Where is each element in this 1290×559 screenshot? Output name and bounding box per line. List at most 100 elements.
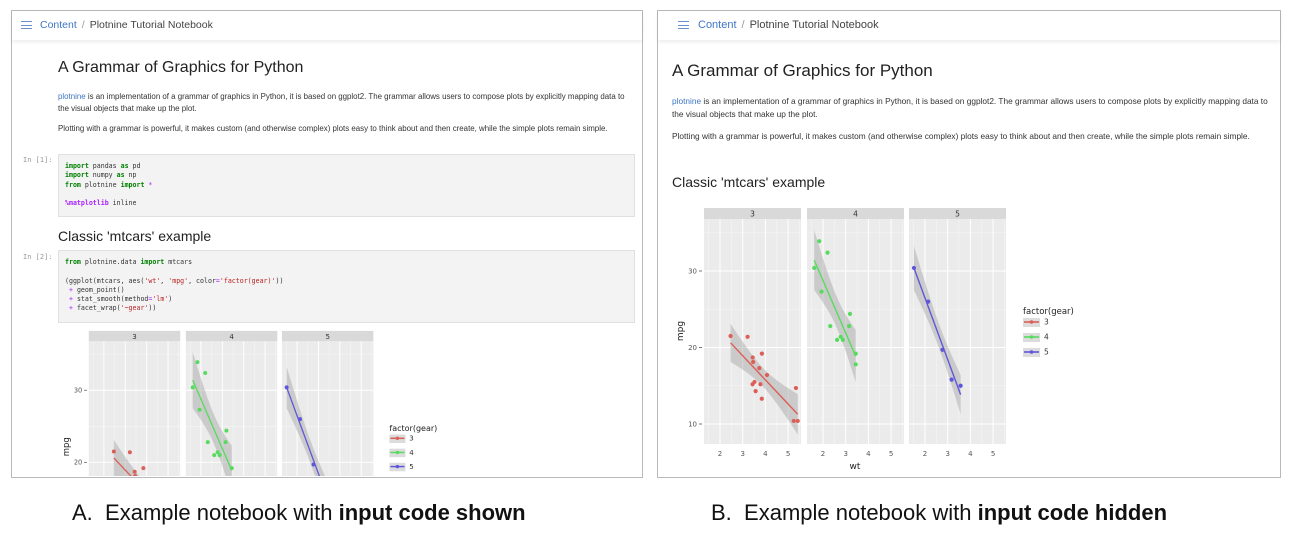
data-point bbox=[911, 265, 917, 271]
regression-line bbox=[286, 387, 320, 476]
legend-key-point bbox=[395, 450, 400, 455]
code-token: facet_wrap( bbox=[72, 304, 121, 313]
data-point bbox=[958, 383, 963, 388]
x-tick-label: 2 bbox=[821, 450, 825, 458]
code-line: (ggplot(mtcars, aes('wt', 'mpg', color='… bbox=[65, 277, 628, 286]
data-point bbox=[298, 417, 303, 422]
code-token: inline bbox=[108, 199, 137, 208]
cell-prompt: In [2]: bbox=[23, 253, 53, 261]
code-token: plotnine.data bbox=[80, 258, 141, 266]
code-token: numpy bbox=[88, 171, 117, 180]
page-title: A Grammar of Graphics for Python bbox=[672, 61, 933, 80]
data-point bbox=[759, 396, 764, 401]
code-token: (ggplot(mtcars, aes( bbox=[65, 276, 145, 285]
y-tick-label: 30 bbox=[74, 387, 82, 395]
facet-strip-label: 4 bbox=[229, 332, 234, 341]
intro-paragraph: plotnine is an implementation of a gramm… bbox=[58, 91, 634, 115]
facet-panel bbox=[88, 341, 181, 476]
breadcrumb-content-link[interactable]: Content bbox=[40, 19, 77, 31]
facet-strip bbox=[88, 330, 181, 342]
data-point bbox=[840, 337, 845, 342]
regression-line bbox=[113, 457, 132, 476]
code-cell-1[interactable]: import pandas as pd import numpy as np fro… bbox=[58, 154, 635, 217]
legend-key-point bbox=[395, 464, 400, 469]
data-point bbox=[940, 347, 945, 352]
data-point bbox=[229, 466, 234, 471]
legend-label: 5 bbox=[409, 462, 413, 471]
plot-output: 323454234552345102030mpgwtfactor(gear)34… bbox=[53, 329, 448, 476]
breadcrumb: Content / Plotnine Tutorial Notebook bbox=[40, 19, 213, 31]
code-token: from bbox=[65, 180, 81, 189]
page-title: A Grammar of Graphics for Python bbox=[58, 59, 304, 76]
x-tick-label: 5 bbox=[991, 450, 995, 458]
breadcrumb-current: Plotnine Tutorial Notebook bbox=[89, 19, 213, 31]
data-point bbox=[197, 407, 202, 412]
facet-strip bbox=[807, 208, 904, 219]
code-line bbox=[65, 267, 628, 276]
legend-label: 3 bbox=[1044, 318, 1049, 327]
data-point bbox=[757, 366, 762, 371]
x-tick-label: 5 bbox=[786, 450, 790, 458]
breadcrumb-content-link[interactable]: Content bbox=[698, 19, 737, 31]
x-tick-label: 3 bbox=[740, 450, 744, 458]
second-paragraph: Plotting with a grammar is powerful, it … bbox=[672, 131, 1250, 141]
legend-label: 4 bbox=[1044, 333, 1049, 342]
y-tick-label: 20 bbox=[688, 344, 697, 352]
code-token: import bbox=[140, 258, 165, 266]
code-token: 'factor(gear)' bbox=[219, 276, 276, 285]
data-point bbox=[853, 362, 858, 367]
caption-a: A. Example notebook with input code show… bbox=[72, 500, 526, 526]
code-token: as bbox=[116, 171, 125, 180]
notebook-panel-code-shown: Content / Plotnine Tutorial Notebook A Gra… bbox=[11, 10, 643, 478]
data-point bbox=[311, 462, 316, 467]
code-token: ) bbox=[168, 295, 173, 304]
confidence-band bbox=[113, 439, 140, 476]
data-point bbox=[215, 450, 220, 455]
code-line: + facet_wrap('~gear')) bbox=[65, 304, 628, 313]
plotnine-link[interactable]: plotnine bbox=[672, 96, 702, 106]
data-point bbox=[819, 289, 824, 294]
menu-icon[interactable] bbox=[21, 21, 32, 29]
data-point bbox=[127, 450, 132, 455]
caption-letter: A. bbox=[72, 500, 93, 525]
data-point bbox=[217, 453, 222, 458]
plotnine-link[interactable]: plotnine bbox=[58, 92, 86, 101]
legend-label: 4 bbox=[409, 448, 414, 457]
code-token: )) bbox=[275, 276, 284, 285]
data-point bbox=[190, 385, 195, 390]
facet-panel bbox=[909, 219, 1006, 444]
regression-line bbox=[913, 267, 962, 395]
regression-line bbox=[192, 379, 233, 471]
top-bar: Content / Plotnine Tutorial Notebook bbox=[658, 11, 1280, 40]
x-axis-label: wt bbox=[850, 462, 861, 472]
code-line: import pandas as pd bbox=[65, 162, 628, 171]
code-token: plotnine bbox=[80, 180, 121, 189]
code-token: mtcars bbox=[164, 258, 193, 266]
legend-key-point bbox=[1029, 320, 1034, 324]
data-point bbox=[817, 239, 822, 244]
breadcrumb-separator: / bbox=[81, 19, 85, 31]
menu-icon[interactable] bbox=[678, 21, 689, 29]
facet-strip bbox=[185, 330, 278, 342]
data-point bbox=[793, 385, 799, 391]
code-token: import bbox=[65, 171, 89, 180]
top-bar: Content / Plotnine Tutorial Notebook bbox=[12, 11, 642, 40]
data-point bbox=[751, 359, 756, 365]
x-tick-label: 2 bbox=[923, 450, 927, 458]
notebook-panel-code-hidden: Content / Plotnine Tutorial Notebook A Gra… bbox=[657, 10, 1281, 478]
y-axis-label: mpg bbox=[61, 437, 71, 456]
code-token: np bbox=[124, 171, 137, 180]
data-point bbox=[847, 323, 852, 329]
code-line: + stat_smooth(method='lm') bbox=[65, 295, 628, 304]
data-point bbox=[132, 469, 137, 474]
data-point bbox=[728, 333, 733, 339]
y-tick-label: 30 bbox=[688, 268, 697, 276]
code-token: pd bbox=[128, 162, 141, 170]
code-cell-2[interactable]: from plotnine.data import mtcars (ggplot(… bbox=[58, 250, 635, 323]
data-point bbox=[750, 355, 755, 360]
legend-title: factor(gear) bbox=[389, 424, 437, 433]
section-heading: Classic 'mtcars' example bbox=[672, 174, 826, 190]
data-point bbox=[926, 299, 931, 304]
data-point bbox=[141, 466, 146, 471]
